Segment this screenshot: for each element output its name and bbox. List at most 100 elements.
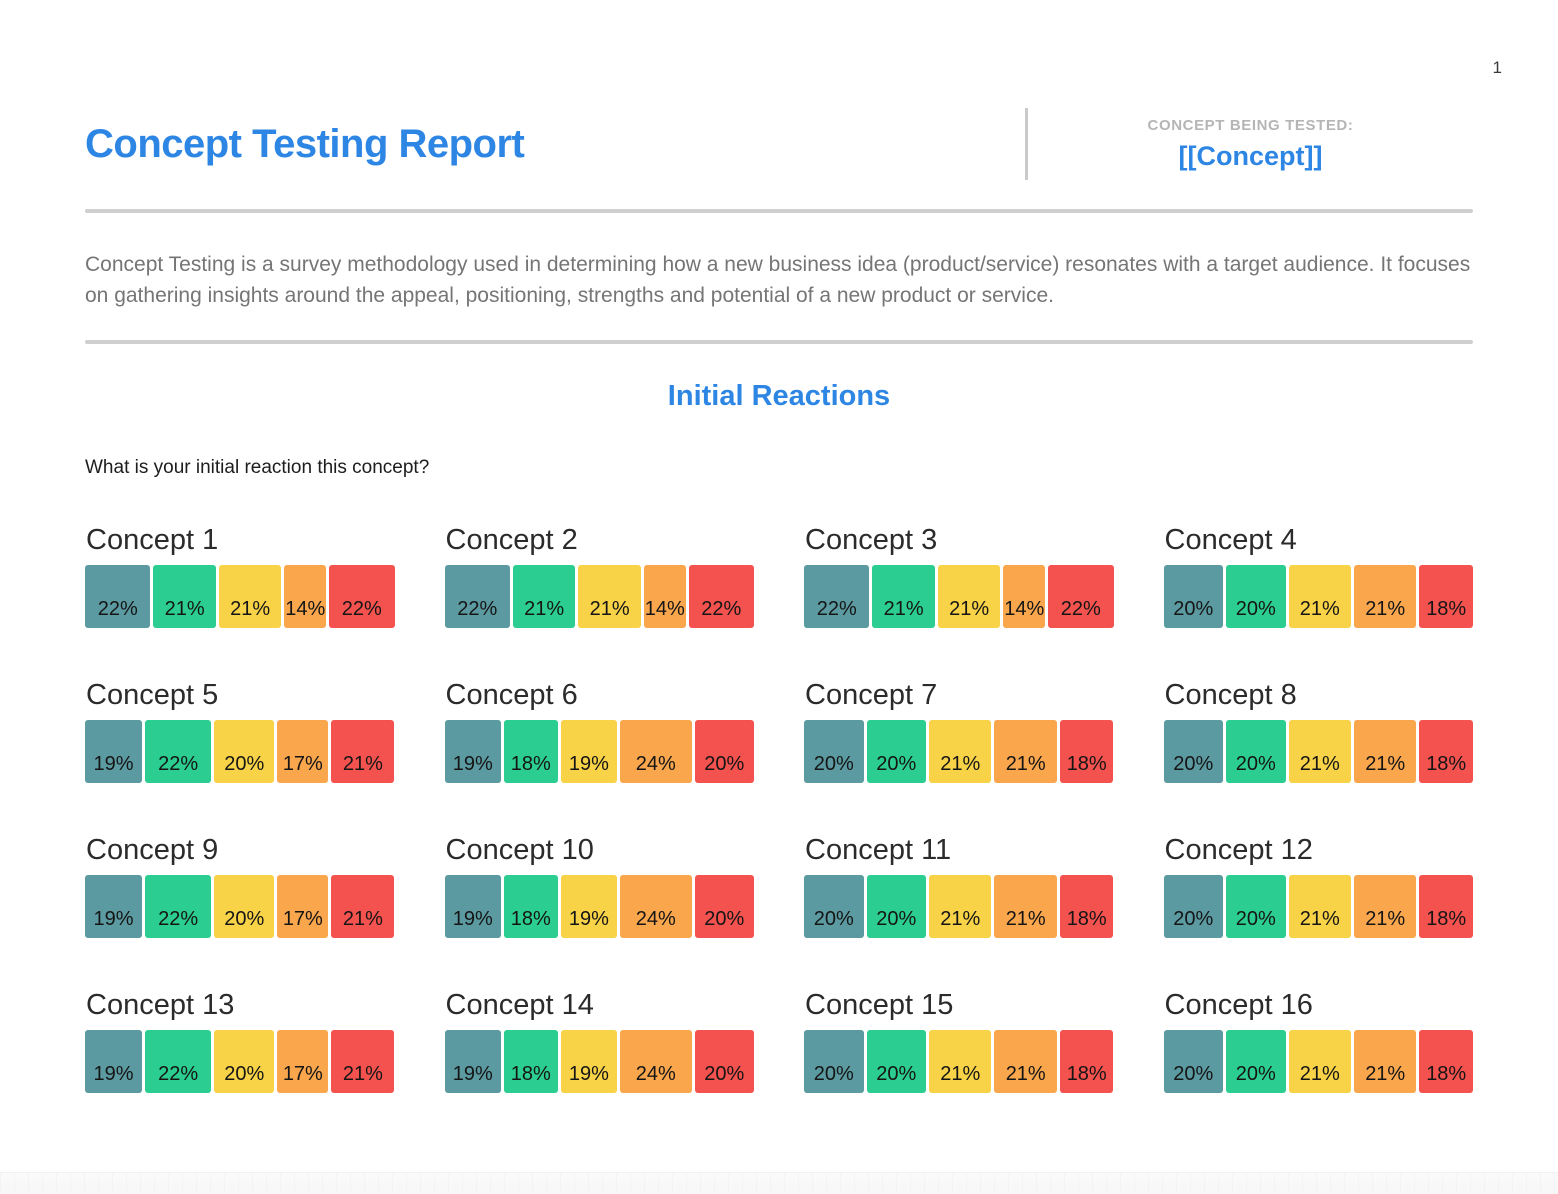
segment-percentage-label: 22% xyxy=(158,753,199,775)
concept-card: Concept 4 20% 20% 21% 21% 18% xyxy=(1163,523,1474,628)
horizontal-divider xyxy=(85,209,1473,213)
bar-segment-yellow: 21% xyxy=(929,1030,992,1093)
section-title: Initial Reactions xyxy=(667,380,891,412)
segment-percentage-label: 20% xyxy=(813,753,854,775)
segment-percentage-label: 21% xyxy=(230,598,271,620)
concept-title: Concept 5 xyxy=(86,679,219,711)
concept-bar: 20% 20% 21% 21% 18% xyxy=(1163,1030,1474,1093)
concept-tested-label: CONCEPT BEING TESTED: xyxy=(1147,116,1354,134)
concept-card: Concept 13 19% 22% 20% 17% 21% xyxy=(85,988,395,1093)
segment-percentage-label: 18% xyxy=(510,753,551,775)
bar-segment-orange: 17% xyxy=(277,875,329,938)
bar-segment-green: 20% xyxy=(1226,875,1286,938)
bar-segment-green: 20% xyxy=(1226,720,1286,783)
bar-segment-red: 18% xyxy=(1419,565,1473,628)
segment-percentage-label: 17% xyxy=(282,1063,323,1085)
segment-percentage-label: 20% xyxy=(876,753,917,775)
bar-segment-yellow: 20% xyxy=(214,1030,275,1093)
segment-percentage-label: 20% xyxy=(1173,908,1214,930)
segment-percentage-label: 22% xyxy=(816,598,857,620)
bar-segment-teal: 19% xyxy=(444,1030,502,1093)
segment-percentage-label: 21% xyxy=(524,598,565,620)
bar-segment-red: 18% xyxy=(1059,875,1114,938)
bar-segment-teal: 19% xyxy=(444,875,502,938)
segment-percentage-label: 20% xyxy=(1235,598,1276,620)
bar-segment-red: 18% xyxy=(1059,720,1114,783)
concept-title: Concept 1 xyxy=(86,524,219,556)
bar-segment-green: 20% xyxy=(1226,565,1286,628)
segment-percentage-label: 22% xyxy=(97,598,138,620)
segment-percentage-label: 21% xyxy=(1299,598,1340,620)
bar-segment-teal: 19% xyxy=(85,720,143,783)
bar-segment-green: 20% xyxy=(866,720,926,783)
concept-card: Concept 5 19% 22% 20% 17% 21% xyxy=(85,678,395,783)
segment-percentage-label: 21% xyxy=(949,598,990,620)
page-content: Concept Testing Report CONCEPT BEING TES… xyxy=(85,108,1474,1093)
segment-percentage-label: 20% xyxy=(1235,753,1276,775)
bar-segment-orange: 14% xyxy=(643,565,686,628)
segment-percentage-label: 14% xyxy=(644,598,685,620)
segment-percentage-label: 18% xyxy=(510,1063,551,1085)
segment-percentage-label: 21% xyxy=(1299,1063,1340,1085)
bar-segment-orange: 24% xyxy=(620,1030,692,1093)
segment-percentage-label: 22% xyxy=(701,598,742,620)
concept-bar: 19% 18% 19% 24% 20% xyxy=(444,720,755,783)
bar-segment-red: 20% xyxy=(694,875,755,938)
segment-percentage-label: 21% xyxy=(342,1063,383,1085)
segment-percentage-label: 21% xyxy=(940,908,981,930)
bar-segment-teal: 20% xyxy=(804,875,864,938)
segment-percentage-label: 21% xyxy=(1365,753,1406,775)
bar-segment-red: 18% xyxy=(1419,1030,1473,1093)
report-header: Concept Testing Report CONCEPT BEING TES… xyxy=(85,108,1473,180)
bar-segment-red: 20% xyxy=(694,1030,755,1093)
segment-percentage-label: 18% xyxy=(1426,753,1467,775)
segment-percentage-label: 18% xyxy=(1066,1063,1107,1085)
segment-percentage-label: 21% xyxy=(164,598,205,620)
segment-percentage-label: 20% xyxy=(813,908,854,930)
segment-percentage-label: 21% xyxy=(1299,908,1340,930)
bar-segment-red: 22% xyxy=(329,565,395,628)
segment-percentage-label: 18% xyxy=(510,908,551,930)
bar-segment-yellow: 21% xyxy=(1288,875,1351,938)
bar-segment-green: 22% xyxy=(145,875,212,938)
bar-segment-orange: 24% xyxy=(620,720,692,783)
segment-percentage-label: 18% xyxy=(1066,908,1107,930)
segment-percentage-label: 20% xyxy=(876,908,917,930)
concept-title: Concept 15 xyxy=(805,989,954,1021)
concept-title: Concept 10 xyxy=(445,834,594,866)
segment-percentage-label: 18% xyxy=(1426,908,1467,930)
bar-segment-orange: 21% xyxy=(994,875,1057,938)
bar-segment-green: 20% xyxy=(1226,1030,1286,1093)
bar-segment-yellow: 19% xyxy=(560,875,618,938)
segment-percentage-label: 17% xyxy=(282,908,323,930)
segment-percentage-label: 20% xyxy=(224,753,265,775)
bar-segment-green: 20% xyxy=(866,1030,926,1093)
concept-bar: 19% 18% 19% 24% 20% xyxy=(444,875,755,938)
segment-percentage-label: 20% xyxy=(224,908,265,930)
segment-percentage-label: 20% xyxy=(224,1063,265,1085)
bar-segment-orange: 21% xyxy=(1353,875,1417,938)
segment-percentage-label: 18% xyxy=(1426,1063,1467,1085)
segment-percentage-label: 21% xyxy=(883,598,924,620)
concept-bar: 20% 20% 21% 21% 18% xyxy=(804,720,1114,783)
segment-percentage-label: 21% xyxy=(1005,753,1046,775)
bar-segment-green: 18% xyxy=(504,875,558,938)
segment-percentage-label: 24% xyxy=(635,753,676,775)
bar-segment-yellow: 21% xyxy=(1288,1030,1351,1093)
segment-percentage-label: 22% xyxy=(158,1063,199,1085)
segment-percentage-label: 18% xyxy=(1066,753,1107,775)
concept-title: Concept 7 xyxy=(805,679,938,711)
bar-segment-teal: 20% xyxy=(1163,875,1223,938)
concept-bar: 22% 21% 21% 14% 22% xyxy=(804,565,1114,628)
bar-segment-red: 21% xyxy=(331,720,395,783)
segment-percentage-label: 20% xyxy=(876,1063,917,1085)
concept-tested-block: CONCEPT BEING TESTED: [[Concept]] xyxy=(1028,117,1473,172)
segment-percentage-label: 19% xyxy=(93,1063,134,1085)
bar-segment-yellow: 21% xyxy=(929,875,992,938)
bar-segment-orange: 24% xyxy=(620,875,692,938)
segment-percentage-label: 20% xyxy=(1173,598,1214,620)
segment-percentage-label: 19% xyxy=(93,753,134,775)
bar-segment-red: 18% xyxy=(1059,1030,1114,1093)
bar-segment-teal: 20% xyxy=(1163,720,1223,783)
concept-card: Concept 8 20% 20% 21% 21% 18% xyxy=(1163,678,1474,783)
